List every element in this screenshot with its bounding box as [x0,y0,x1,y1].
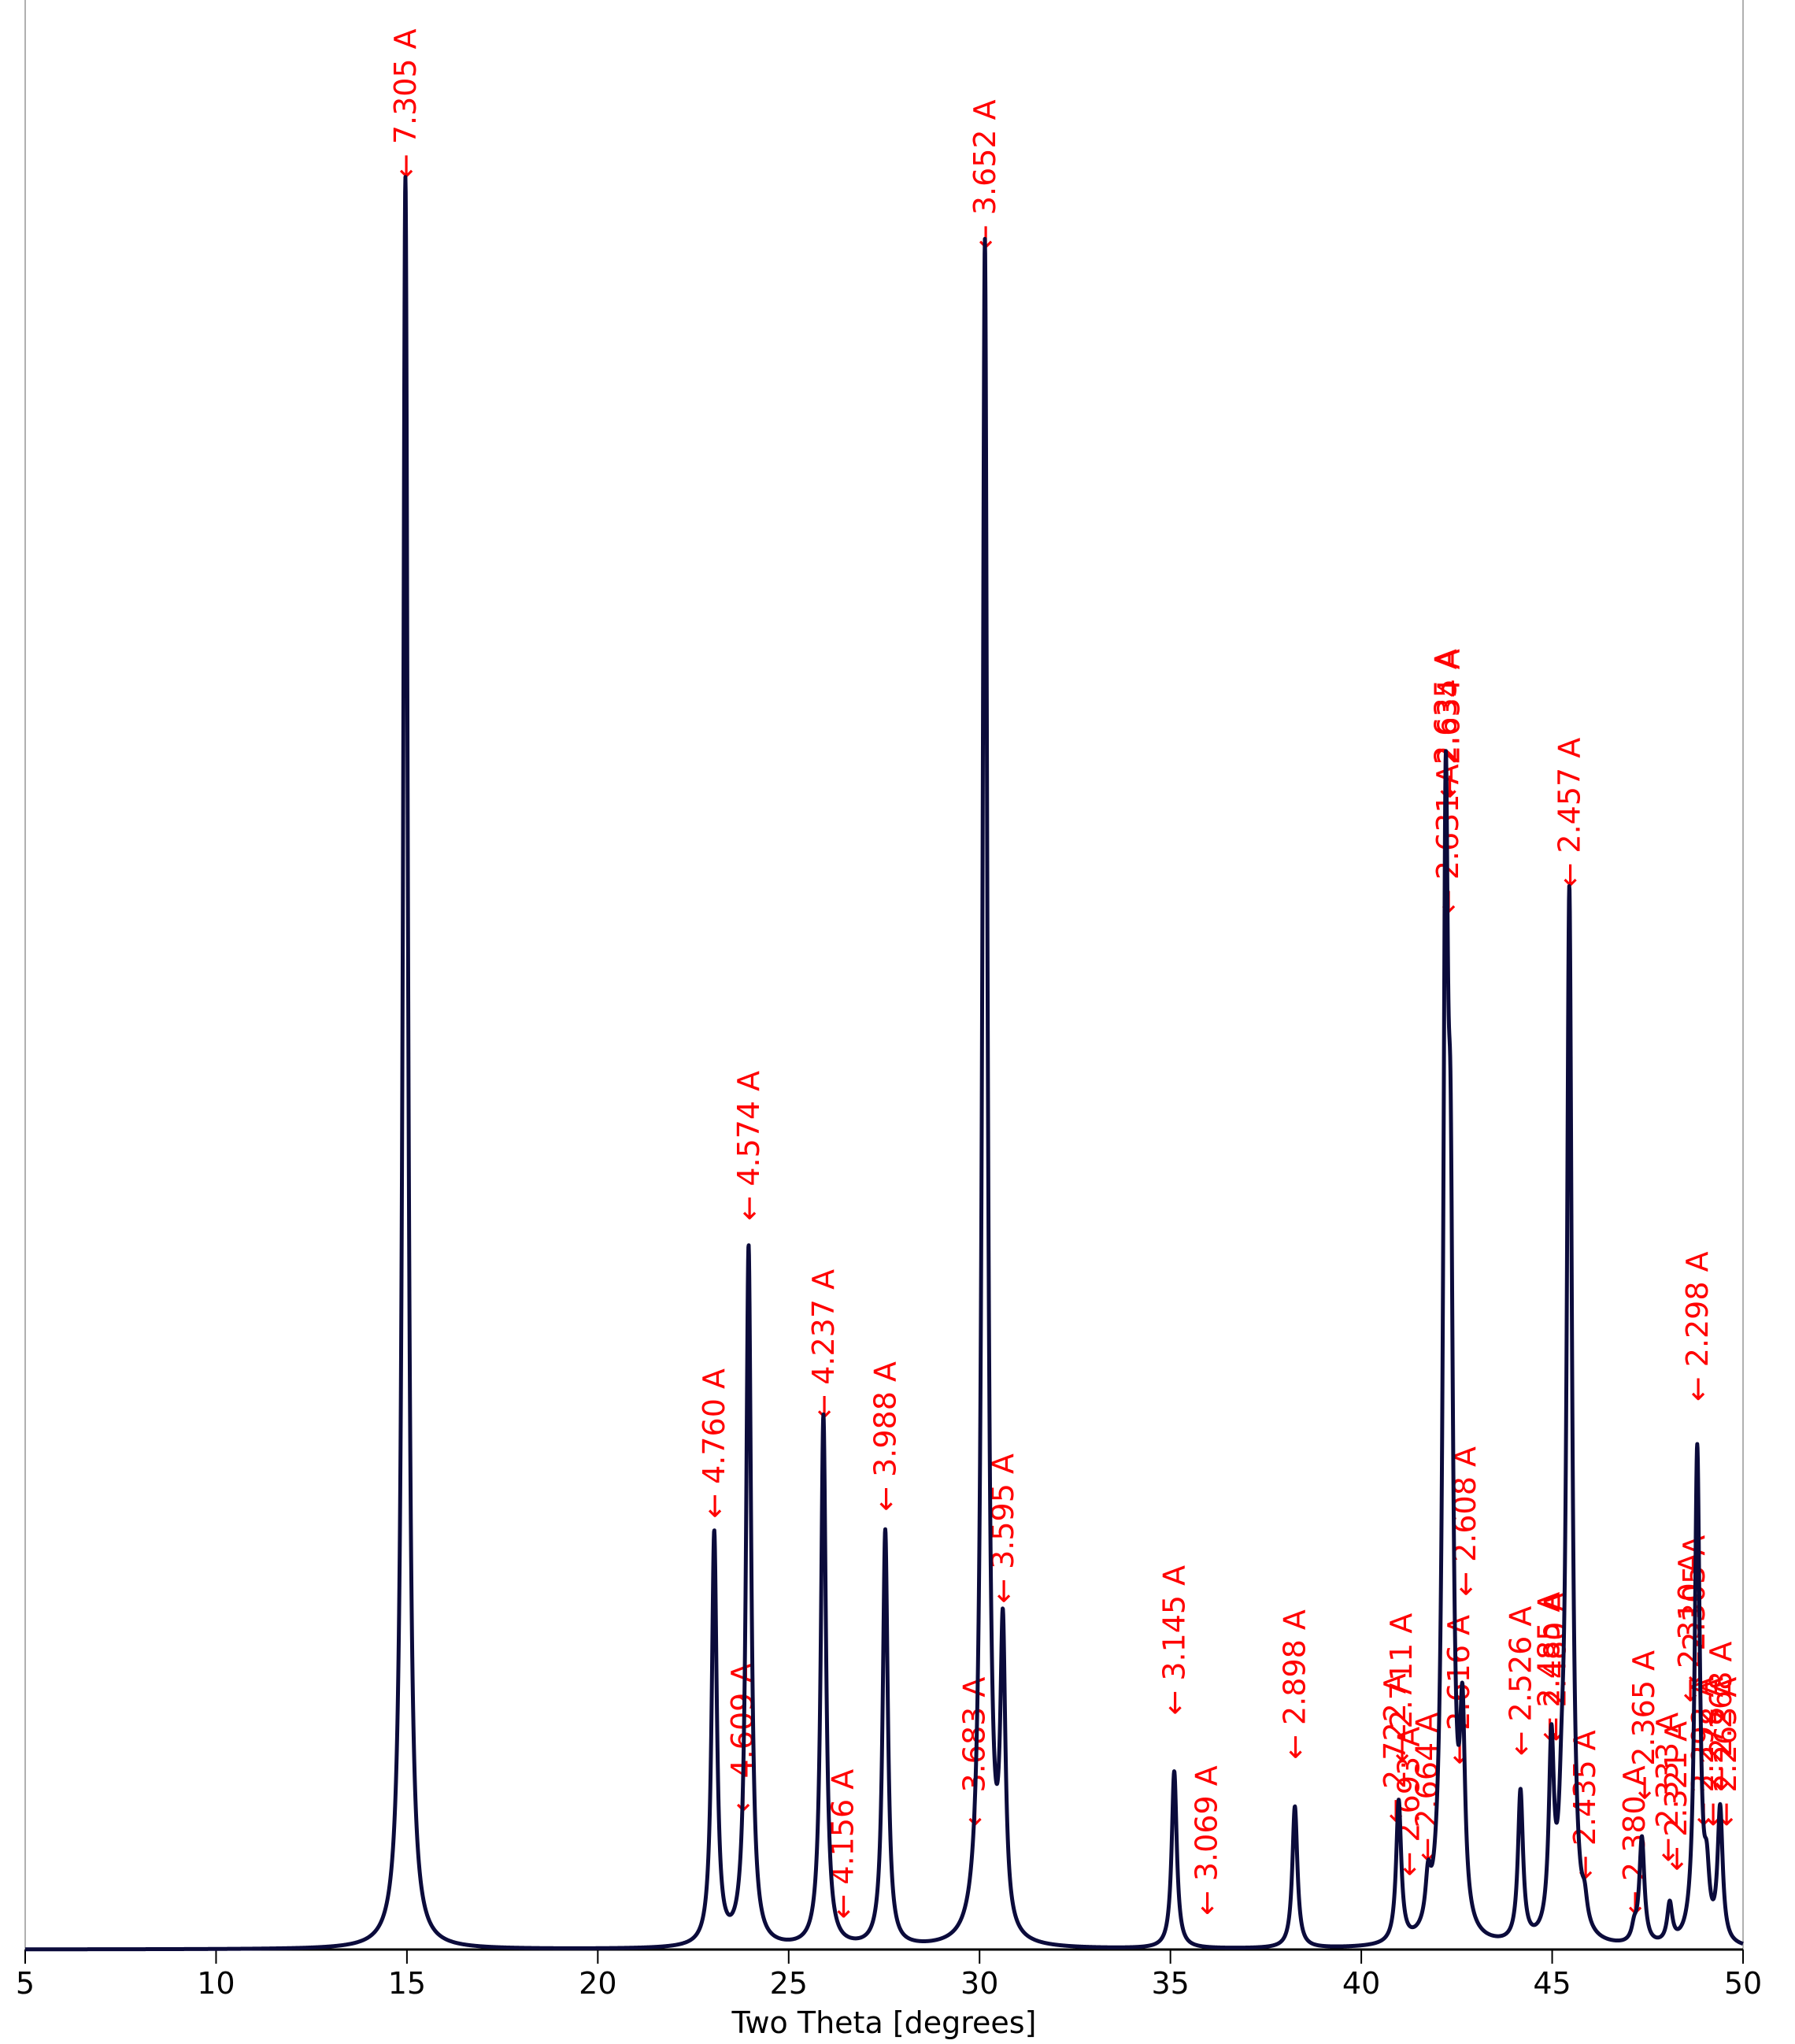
peak-label: ← 2.333 A [1650,1713,1685,1863]
x-tick-label: 15 [388,1966,426,2001]
peak-label: ← 2.321 A [1659,1721,1693,1872]
peak-label: ← 2.457 A [1552,738,1586,888]
peak-label: ← 2.263 A [1708,1677,1743,1827]
peak-label: ← 3.145 A [1157,1565,1192,1716]
diffraction-trace [23,175,1745,1952]
peak-label: ← 7.305 A [388,28,423,179]
peak-label: ← 2.634 A [1432,649,1467,799]
peak-label: ← 2.298 A [1680,1251,1715,1402]
peak-label: ← 4.760 A [697,1368,731,1519]
x-tick-label: 50 [1724,1966,1762,2001]
x-tick-label: 40 [1342,1966,1380,2001]
peak-label: ← 3.988 A [868,1361,903,1512]
peak-label: ← 2.435 A [1567,1730,1602,1880]
peak-label: ← 2.898 A [1278,1609,1312,1760]
peak-label: ← 2.711 A [1384,1613,1419,1764]
peak-label: ← 3.069 A [1190,1765,1224,1916]
x-tick-label: 30 [960,1966,998,2001]
x-tick-label: 5 [16,1966,35,2001]
x-tick-label: 45 [1533,1966,1571,2001]
peak-label: ← 2.480 A [1538,1592,1572,1742]
peak-label: ← 2.722 A [1378,1673,1412,1824]
peak-label: ← 4.574 A [731,1071,766,1221]
peak-label: ← 3.652 A [968,99,1002,250]
x-ticks: 5 10 15 20 25 30 35 40 45 50 [16,1950,1762,2001]
peak-label: ← 2.268 A [1704,1642,1738,1792]
peak-label: ← 2.365 A [1627,1650,1661,1801]
x-tick-label: 10 [197,1966,235,2001]
x-axis-title: Two Theta [degrees] [731,2005,1037,2040]
peak-label: ← 4.237 A [806,1269,841,1420]
peak-label: ← 2.526 A [1503,1606,1538,1757]
x-tick-label: 20 [579,1966,616,2001]
x-tick-label: 25 [770,1966,808,2001]
x-tick-label: 35 [1151,1966,1189,2001]
